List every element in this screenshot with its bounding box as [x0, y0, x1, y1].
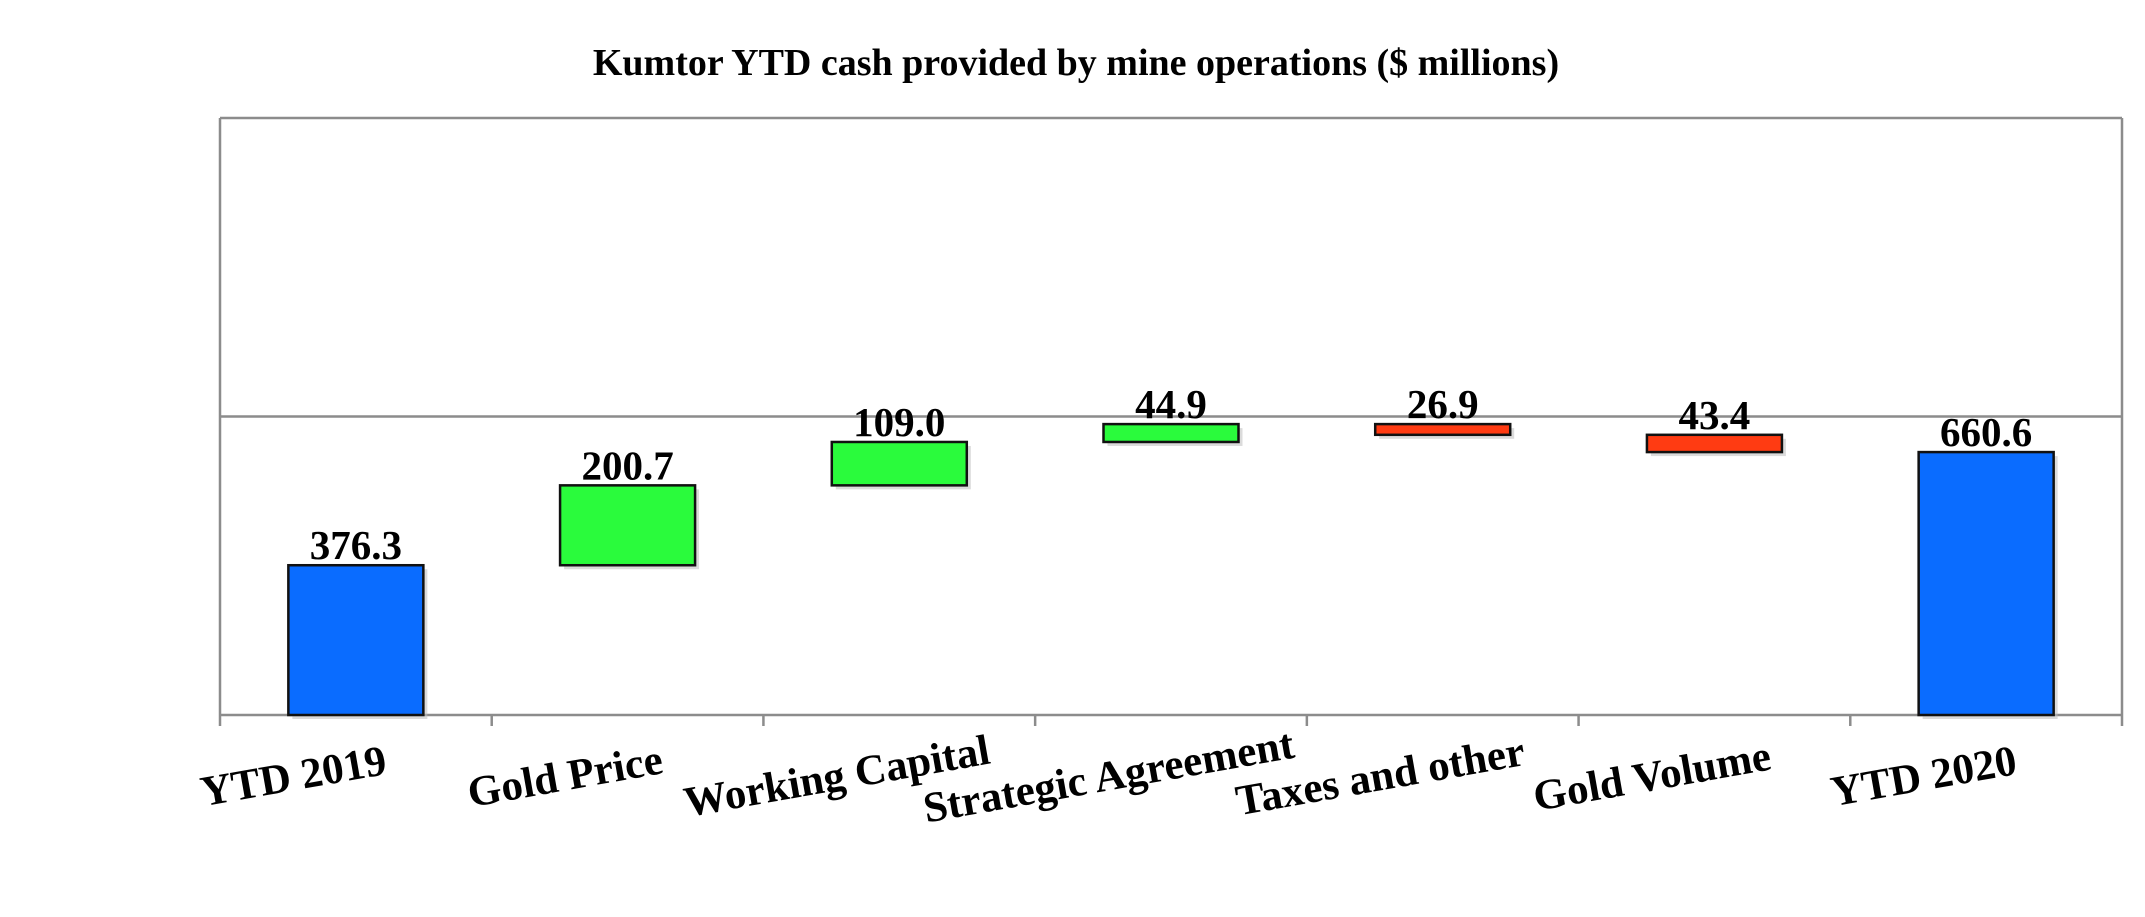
- bar-5: [1645, 433, 1784, 454]
- x-tick-label-0: YTD 2019: [197, 737, 390, 816]
- bar-4: [1373, 422, 1512, 437]
- data-label-5: 43.4: [1679, 392, 1751, 438]
- chart-title: Kumtor YTD cash provided by mine operati…: [593, 42, 1559, 84]
- data-label-3: 44.9: [1135, 381, 1207, 427]
- x-tick-label-6: YTD 2020: [1827, 737, 2020, 816]
- data-label-4: 26.9: [1407, 381, 1479, 427]
- x-tick-label-5: Gold Volume: [1530, 733, 1775, 821]
- data-label-1: 200.7: [581, 442, 673, 488]
- bar-3: [1102, 422, 1240, 444]
- bar-1: [558, 484, 697, 567]
- x-tick-label-1: Gold Price: [464, 736, 666, 817]
- data-label-2: 109.0: [853, 399, 945, 445]
- bar-6: [1917, 450, 2055, 717]
- bar-0: [287, 563, 425, 717]
- data-label-0: 376.3: [310, 522, 402, 568]
- data-label-6: 660.6: [1940, 409, 2032, 455]
- bar-2: [830, 440, 969, 487]
